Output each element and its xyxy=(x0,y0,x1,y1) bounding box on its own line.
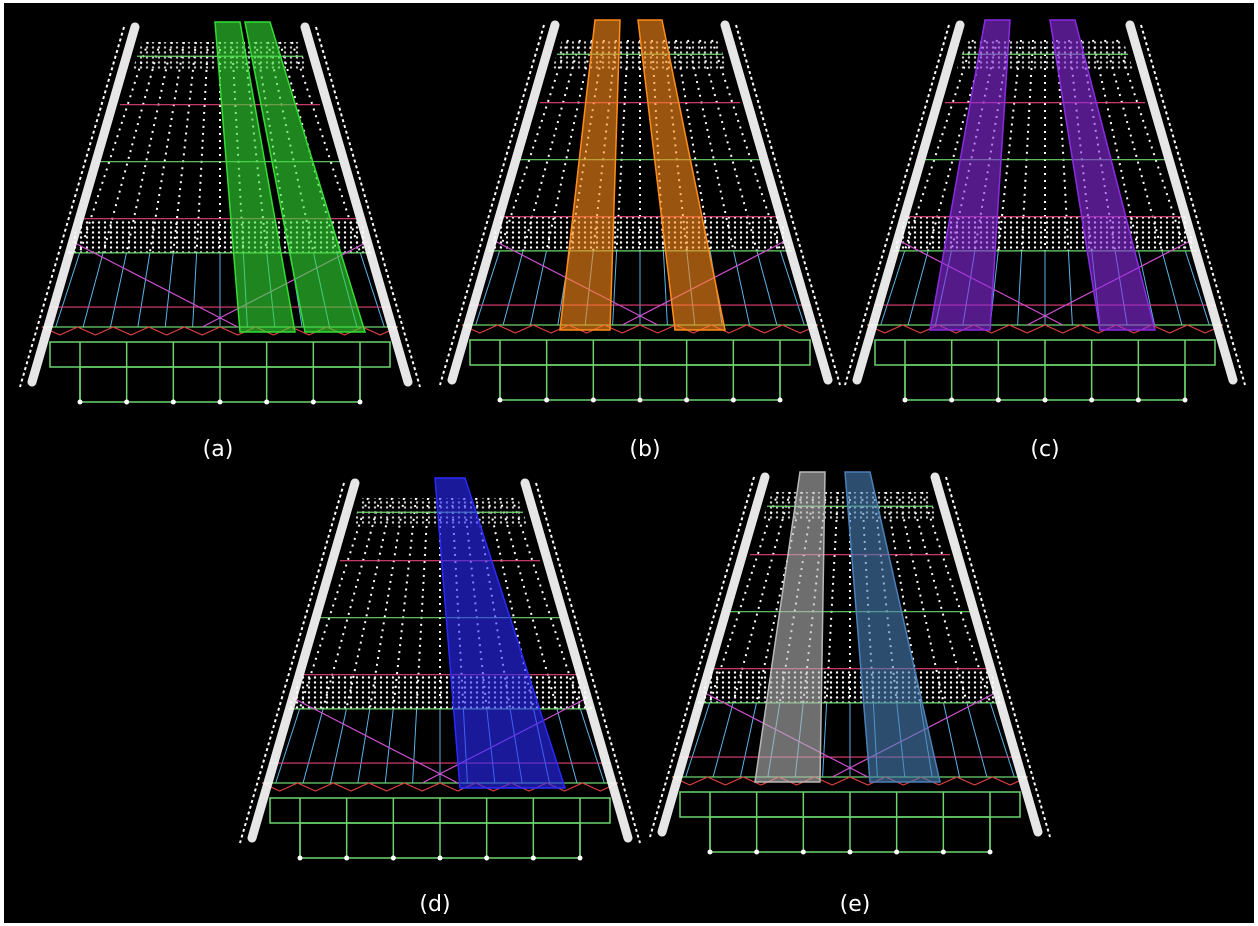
node xyxy=(218,400,223,405)
panel-label: (d) xyxy=(419,892,450,917)
node xyxy=(1183,398,1188,403)
node xyxy=(484,856,489,861)
node xyxy=(684,398,689,403)
node xyxy=(731,398,736,403)
node xyxy=(438,856,443,861)
node xyxy=(591,398,596,403)
dense-band xyxy=(698,669,1002,703)
node xyxy=(894,850,899,855)
node xyxy=(903,398,908,403)
node xyxy=(124,400,129,405)
node xyxy=(949,398,954,403)
dense-band xyxy=(488,217,792,251)
node xyxy=(171,400,176,405)
node xyxy=(264,400,269,405)
node xyxy=(801,850,806,855)
node xyxy=(638,398,643,403)
node xyxy=(1089,398,1094,403)
figure: (a) (b) (c) (d) (e) xyxy=(0,0,1258,926)
node xyxy=(358,400,363,405)
node xyxy=(531,856,536,861)
panel-label: (a) xyxy=(203,437,234,462)
node xyxy=(311,400,316,405)
node xyxy=(544,398,549,403)
node xyxy=(848,850,853,855)
panel-label: (e) xyxy=(840,892,871,917)
background xyxy=(4,3,1254,923)
node xyxy=(754,850,759,855)
node xyxy=(578,856,583,861)
node xyxy=(391,856,396,861)
panel-label: (b) xyxy=(629,437,660,462)
node xyxy=(1043,398,1048,403)
node xyxy=(708,850,713,855)
dense-band xyxy=(288,675,592,709)
node xyxy=(78,400,83,405)
node xyxy=(941,850,946,855)
node xyxy=(996,398,1001,403)
node xyxy=(344,856,349,861)
node xyxy=(298,856,303,861)
node xyxy=(1136,398,1141,403)
dense-band xyxy=(893,217,1197,251)
node xyxy=(498,398,503,403)
node xyxy=(988,850,993,855)
panel-label: (c) xyxy=(1030,437,1059,462)
node xyxy=(778,398,783,403)
